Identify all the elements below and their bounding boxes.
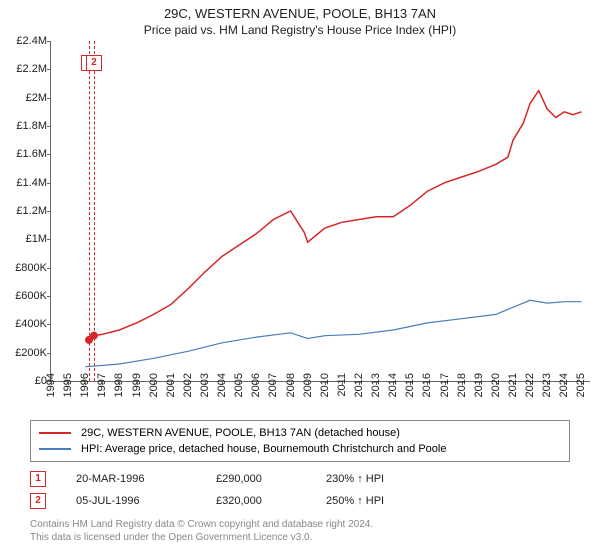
y-tick-label: £1.2M xyxy=(3,205,47,217)
x-tick-label: 2020 xyxy=(490,373,502,397)
sales-table: 1 20-MAR-1996 £290,000 230% ↑ HPI 2 05-JUL-19… xyxy=(30,468,570,512)
y-tick-label: £400K xyxy=(3,318,47,330)
x-tick-label: 2016 xyxy=(421,373,433,397)
sale-price: £290,000 xyxy=(216,473,296,485)
y-tick-label: £2.4M xyxy=(3,35,47,47)
legend-label: HPI: Average price, detached house, Bour… xyxy=(81,443,446,455)
y-tick-label: £2.2M xyxy=(3,63,47,75)
marker-vline xyxy=(94,41,95,381)
footer-attribution: Contains HM Land Registry data © Crown c… xyxy=(30,518,570,544)
plot-area: £0£200K£400K£600K£800K£1M£1.2M£1.4M£1.6M… xyxy=(50,41,590,382)
x-tick-label: 2013 xyxy=(370,373,382,397)
marker-vline xyxy=(89,41,90,381)
legend-box: 29C, WESTERN AVENUE, POOLE, BH13 7AN (de… xyxy=(30,420,570,462)
y-tick-label: £0 xyxy=(3,375,47,387)
x-tick-label: 2014 xyxy=(387,373,399,397)
line-series-svg xyxy=(51,41,590,381)
footer-line-2: This data is licensed under the Open Gov… xyxy=(30,531,570,544)
sale-row: 1 20-MAR-1996 £290,000 230% ↑ HPI xyxy=(30,468,570,490)
sale-price: £320,000 xyxy=(216,495,296,507)
x-tick-label: 2003 xyxy=(199,373,211,397)
sale-pct: 230% ↑ HPI xyxy=(326,473,384,485)
sale-marker: 2 xyxy=(30,493,46,509)
x-tick-label: 1994 xyxy=(45,373,57,397)
x-tick-label: 2010 xyxy=(319,373,331,397)
legend-label: 29C, WESTERN AVENUE, POOLE, BH13 7AN (de… xyxy=(81,427,400,439)
footer-line-1: Contains HM Land Registry data © Crown c… xyxy=(30,518,570,531)
x-tick-label: 2007 xyxy=(267,373,279,397)
x-tick-label: 2022 xyxy=(524,373,536,397)
sale-marker: 1 xyxy=(30,471,46,487)
y-tick-label: £1.6M xyxy=(3,148,47,160)
x-tick-label: 2006 xyxy=(250,373,262,397)
sale-row: 2 05-JUL-1996 £320,000 250% ↑ HPI xyxy=(30,490,570,512)
y-tick-label: £800K xyxy=(3,262,47,274)
x-tick-label: 2012 xyxy=(353,373,365,397)
sale-date: 20-MAR-1996 xyxy=(76,473,186,485)
x-tick-label: 2018 xyxy=(456,373,468,397)
sale-pct: 250% ↑ HPI xyxy=(326,495,384,507)
x-tick-label: 2002 xyxy=(182,373,194,397)
y-tick-label: £600K xyxy=(3,290,47,302)
series-line xyxy=(89,90,582,339)
chart-subtitle: Price paid vs. HM Land Registry's House … xyxy=(0,23,600,41)
y-tick-label: £2M xyxy=(3,92,47,104)
x-tick-label: 1998 xyxy=(113,373,125,397)
chart-container: 29C, WESTERN AVENUE, POOLE, BH13 7AN Pri… xyxy=(0,0,600,560)
legend-row: 29C, WESTERN AVENUE, POOLE, BH13 7AN (de… xyxy=(39,425,561,441)
chart-title: 29C, WESTERN AVENUE, POOLE, BH13 7AN xyxy=(0,0,600,23)
y-tick-label: £1.4M xyxy=(3,177,47,189)
x-tick-label: 1995 xyxy=(62,373,74,397)
marker-label-box: 2 xyxy=(86,55,102,71)
x-tick-label: 1999 xyxy=(131,373,143,397)
x-tick-label: 2004 xyxy=(216,373,228,397)
legend-row: HPI: Average price, detached house, Bour… xyxy=(39,441,561,457)
legend-swatch xyxy=(39,432,71,434)
x-tick-label: 2023 xyxy=(541,373,553,397)
x-tick-label: 2000 xyxy=(148,373,160,397)
y-tick-label: £1M xyxy=(3,233,47,245)
x-tick-label: 2009 xyxy=(302,373,314,397)
x-tick-label: 2011 xyxy=(336,373,348,397)
y-tick-label: £1.8M xyxy=(3,120,47,132)
y-tick-label: £200K xyxy=(3,347,47,359)
x-tick-label: 2017 xyxy=(439,373,451,397)
x-tick-label: 2005 xyxy=(233,373,245,397)
sale-date: 05-JUL-1996 xyxy=(76,495,186,507)
x-tick-label: 2019 xyxy=(473,373,485,397)
x-tick-label: 2008 xyxy=(285,373,297,397)
x-tick-label: 2024 xyxy=(558,373,570,397)
x-tick-label: 2025 xyxy=(575,373,587,397)
x-tick-label: 2021 xyxy=(507,373,519,397)
x-tick-label: 2001 xyxy=(165,373,177,397)
x-tick-label: 1997 xyxy=(96,373,108,397)
legend-swatch xyxy=(39,448,71,450)
x-tick-label: 2015 xyxy=(404,373,416,397)
